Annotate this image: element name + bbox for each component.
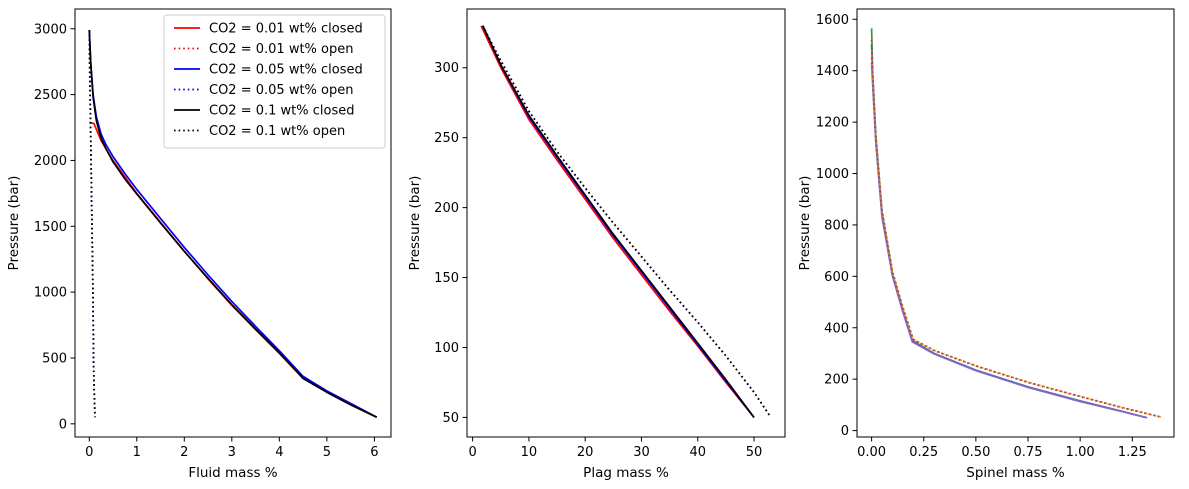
y-tick-label: 0: [841, 424, 849, 439]
y-tick-label: 500: [42, 351, 67, 366]
x-tick-label: 0.25: [909, 445, 938, 460]
y-tick-label: 1400: [816, 64, 849, 79]
legend-entry: CO2 = 0.01 wt% closed: [209, 22, 363, 37]
x-tick-label: 20: [577, 445, 594, 460]
y-tick-label: 200: [434, 201, 459, 216]
x-axis-label: Fluid mass %: [188, 465, 277, 481]
x-tick-label: 0.00: [857, 445, 886, 460]
y-axis-label: Pressure (bar): [797, 176, 813, 271]
series-line-5: [870, 50, 1162, 419]
x-tick-label: 1: [133, 445, 141, 460]
y-tick-label: 200: [824, 373, 849, 388]
x-tick-label: 6: [370, 445, 378, 460]
y-tick-label: 1000: [34, 286, 67, 301]
plot-frame: [74, 8, 392, 438]
series-line-1: [870, 28, 1148, 419]
legend: CO2 = 0.01 wt% closed CO2 = 0.01 wt% open…: [163, 14, 386, 149]
y-axis-label: Pressure (bar): [407, 176, 423, 271]
series-line-3: [870, 62, 1148, 419]
x-tick-label: 0: [85, 445, 93, 460]
x-tick-label: 1.00: [1066, 445, 1095, 460]
x-axis-label: Spinel mass %: [966, 465, 1065, 481]
x-tick-label: 0.50: [961, 445, 990, 460]
y-tick-label: 1000: [816, 167, 849, 182]
y-tick-label: 2500: [34, 88, 67, 103]
series-line-5: [88, 30, 378, 418]
x-tick-label: 30: [633, 445, 650, 460]
x-tick-label: 4: [275, 445, 283, 460]
y-tick-label: 1600: [816, 13, 849, 28]
legend-entry: CO2 = 0.05 wt% open: [209, 83, 353, 98]
series-group: [88, 30, 378, 418]
legend-box: [163, 14, 386, 149]
y-tick-label: 800: [824, 218, 849, 233]
chart-panel-2: 0 10 20 30 40 50 50 100 150 200 250 300 Plag mass % P…: [407, 8, 786, 481]
y-axis-label: Pressure (bar): [6, 176, 22, 271]
x-tick-label: 3: [228, 445, 236, 460]
y-tick-label: 300: [434, 61, 459, 76]
y-tick-label: 400: [824, 321, 849, 336]
series-group: [870, 28, 1162, 419]
x-tick-label: 0.75: [1014, 445, 1043, 460]
x-tick-label: 2: [180, 445, 188, 460]
y-tick-label: 1500: [34, 220, 67, 235]
series-line-4: [870, 39, 1162, 419]
x-tick-label: 50: [746, 445, 763, 460]
plot-frame: [466, 8, 786, 438]
legend-entry: CO2 = 0.05 wt% closed: [209, 63, 363, 78]
x-axis-label: Plag mass %: [583, 465, 669, 481]
series-line-5: [482, 25, 755, 418]
x-tick-label: 40: [689, 445, 706, 460]
y-tick-label: 600: [824, 270, 849, 285]
x-tick-label: 10: [521, 445, 538, 460]
series-line-1: [480, 25, 755, 418]
plot-frame: [856, 8, 1175, 438]
legend-entry: CO2 = 0.1 wt% closed: [209, 104, 355, 119]
chart-panel-3: 0.00 0.25 0.50 0.75 1.00 1.25 0 200 400 600 800 100…: [797, 8, 1175, 481]
y-tick-label: 2000: [34, 154, 67, 169]
y-tick-label: 150: [434, 271, 459, 286]
y-tick-label: 250: [434, 131, 459, 146]
x-tick-label: 5: [323, 445, 331, 460]
chart-panel-1: 0 1 2 3 4 5 6 0 500 1000 1500 2000 2500 3000 Fluid mas…: [6, 8, 392, 481]
series-line-6: [870, 57, 1162, 419]
y-tick-label: 50: [442, 411, 459, 426]
x-tick-label: 0: [468, 445, 476, 460]
series-line-1: [89, 121, 378, 418]
y-tick-label: 1200: [816, 116, 849, 131]
series-group: [480, 25, 772, 418]
series-line-6: [482, 25, 772, 418]
series-line-6: [88, 30, 96, 418]
y-tick-label: 3000: [34, 22, 67, 37]
series-line-2: [870, 44, 1148, 419]
legend-entry: CO2 = 0.1 wt% open: [209, 124, 345, 139]
y-tick-label: 0: [59, 417, 67, 432]
legend-entry: CO2 = 0.01 wt% open: [209, 42, 353, 57]
x-tick-label: 1.25: [1118, 445, 1147, 460]
y-tick-label: 100: [434, 341, 459, 356]
series-line-3: [482, 25, 755, 418]
